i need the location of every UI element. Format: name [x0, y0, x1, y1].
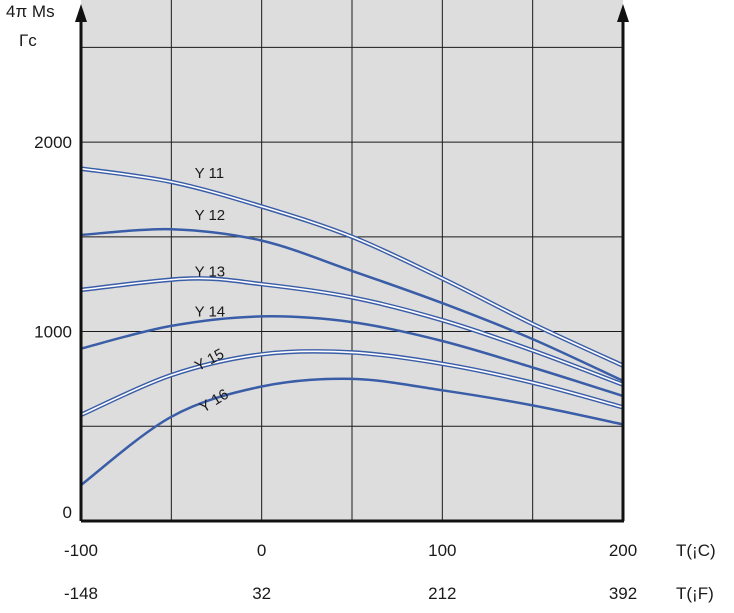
series-y11-label: Y 11	[195, 165, 224, 182]
y-axis-left-arrow	[75, 4, 87, 22]
y-axis-label: 4π Ms	[6, 2, 55, 21]
x-tick-label-celsius: 0	[257, 541, 266, 560]
axes	[75, 4, 629, 523]
series-y12-line	[80, 227, 624, 382]
grid	[81, 0, 623, 521]
x-tick-label-celsius: 200	[609, 541, 637, 560]
series-y11-line	[80, 166, 624, 368]
x-tick-label-fahrenheit: 32	[252, 584, 271, 603]
tick-labels: -100 0 100 200 -148 32 212 392 0 1000 2000	[34, 133, 637, 603]
series-y13-line	[80, 276, 624, 387]
y-tick-label: 2000	[34, 133, 72, 152]
series-layer	[80, 166, 624, 486]
x-tick-label-fahrenheit: 212	[428, 584, 456, 603]
x-axis-label-celsius: T(¡C)	[676, 541, 716, 560]
series-y14-line	[80, 315, 624, 398]
x-tick-label-fahrenheit: 392	[609, 584, 637, 603]
series-y15-line	[80, 349, 624, 417]
series-y12-label: Y 12	[195, 207, 226, 224]
y-axis-right-arrow	[617, 4, 629, 22]
x-tick-label-fahrenheit: -148	[64, 584, 98, 603]
series-y16-line	[80, 377, 624, 486]
series-y13-label: Y 13	[195, 264, 226, 281]
x-tick-label-celsius: -100	[64, 541, 98, 560]
y-tick-label: 0	[63, 503, 72, 522]
x-axis-label-fahrenheit: T(¡F)	[676, 584, 714, 603]
y-tick-label: 1000	[34, 323, 72, 342]
y-axis-unit: Гс	[19, 31, 37, 50]
series-y14-label: Y 14	[195, 303, 226, 320]
x-tick-label-celsius: 100	[428, 541, 456, 560]
